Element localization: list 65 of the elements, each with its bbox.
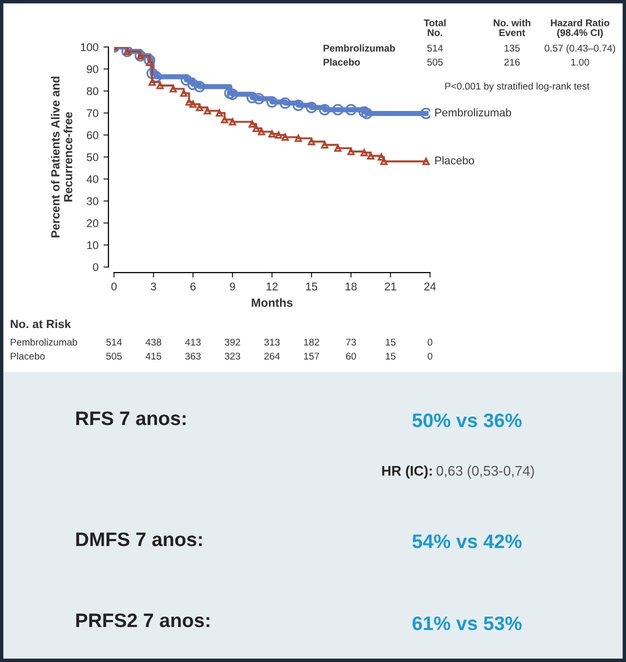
text: Placebo — [10, 352, 45, 360]
y-tick-label: 0 — [92, 263, 98, 272]
text: 216 — [504, 58, 520, 66]
x-tick-label: 15 — [306, 282, 318, 290]
text: HR (IC): — [382, 466, 432, 478]
text: 0 — [428, 338, 432, 346]
y-axis-title: Percent of Patients Alive and Recurrence-free — [50, 76, 72, 238]
y-tick-label: 10 — [87, 241, 98, 250]
text: 15 — [386, 338, 396, 346]
annotation: Pembrolizumab — [324, 44, 395, 52]
y-tick-label: 20 — [86, 219, 98, 228]
x-tick-label: 9 — [230, 282, 236, 290]
text: 514 — [106, 338, 122, 346]
x-tick-label: 21 — [384, 282, 396, 290]
text: 392 — [224, 338, 240, 346]
text: Pembrolizumab — [10, 338, 78, 346]
y-tick-label: 30 — [86, 197, 98, 206]
x-tick-label: 6 — [190, 282, 196, 290]
text: 0 — [428, 352, 432, 360]
text: 61% vs 53% — [412, 616, 522, 630]
text: DMFS 7 anos: — [76, 532, 202, 546]
x-axis-title: Months — [252, 298, 292, 307]
annotation: Placebo — [324, 58, 360, 66]
text: 0.57 (0.43–0.74) — [544, 44, 616, 54]
text: 505 — [106, 352, 122, 360]
text: 50% vs 36% — [412, 413, 522, 428]
text: 413 — [185, 338, 201, 346]
y-tick-label: 60 — [86, 131, 98, 140]
text: 15 — [386, 352, 396, 360]
y-tick-label: 40 — [86, 175, 98, 184]
text: 0,63 (0,53-0,74) — [436, 466, 534, 478]
x-tick-label: 3 — [150, 282, 156, 290]
text: 313 — [264, 338, 280, 346]
text: Total No. — [424, 19, 446, 36]
text: Hazard Ratio (98.4% CI) — [550, 19, 610, 38]
x-tick-label: 24 — [424, 282, 436, 290]
text: 54% vs 42% — [412, 534, 522, 548]
text: 157 — [304, 352, 320, 360]
text: RFS 7 anos: — [76, 411, 186, 426]
text: No. at Risk — [10, 319, 72, 328]
y-tick-label: 100 — [81, 43, 98, 52]
x-tick-label: 18 — [346, 282, 357, 290]
text: 438 — [146, 338, 162, 346]
text: 73 — [346, 338, 356, 346]
text: No. with Event — [494, 19, 530, 36]
text: 363 — [185, 352, 201, 360]
y-tick-label: 90 — [86, 65, 98, 74]
y-tick-label: 70 — [86, 109, 98, 118]
x-tick-label: 0 — [111, 282, 117, 290]
text: 135 — [504, 44, 520, 52]
x-tick-label: 12 — [266, 282, 278, 290]
text: 264 — [264, 352, 280, 360]
text: 60 — [346, 352, 356, 360]
annotation: 505 — [427, 58, 443, 66]
annotation: 514 — [427, 44, 443, 52]
text: P<0.001 by stratified log-rank test — [445, 82, 590, 92]
text: 415 — [146, 352, 162, 360]
text: 323 — [224, 352, 240, 360]
y-tick-label: 80 — [86, 87, 98, 96]
series-label: Pembrolizumab — [435, 108, 512, 116]
series-label: Placebo — [435, 156, 474, 164]
text: 182 — [304, 338, 320, 346]
y-tick-label: 50 — [86, 153, 98, 162]
text: 1.00 — [571, 58, 590, 66]
text: PRFS2 7 anos: — [76, 613, 210, 628]
